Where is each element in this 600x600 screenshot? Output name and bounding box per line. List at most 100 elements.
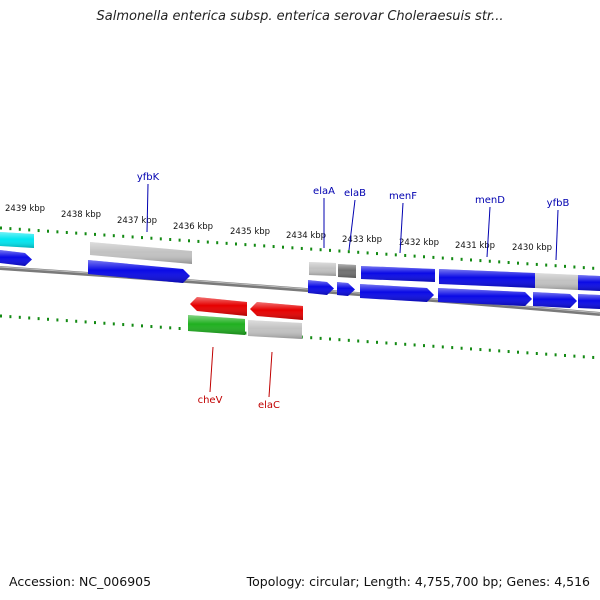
tick-mark [178,327,181,331]
tick-mark [441,256,444,260]
gene-label-elab: elaB [344,188,366,199]
tick-mark [28,228,31,232]
tick-mark [535,262,538,266]
tick-mark [159,237,162,241]
kbp-label: 2436 kbp [173,222,213,232]
gene-block-gray-shade [248,320,302,339]
tick-mark [253,243,256,247]
gene-arrow-forward-shade [88,260,190,283]
gene-block-gray-shade [535,273,578,290]
tick-mark [0,314,2,318]
tick-mark [460,257,463,261]
tick-mark [9,315,12,319]
tick-mark [103,233,106,237]
tick-mark [216,241,219,245]
tick-mark [112,234,115,238]
tick-mark [65,230,68,234]
tick-mark [564,264,566,268]
tick-mark [75,231,78,235]
gene-label-leader [348,199,356,251]
tick-mark [338,338,341,342]
tick-mark [451,346,454,350]
tick-mark [564,353,566,357]
tick-mark [263,244,266,248]
tick-mark [18,315,21,319]
tick-mark [432,344,435,348]
kbp-label: 2437 kbp [117,216,157,226]
tick-mark [225,241,228,245]
tick-mark [498,260,501,264]
tick-mark [582,266,585,270]
backbone-line [0,266,600,316]
tick-mark [141,324,143,328]
tick-mark [413,254,416,258]
tick-mark [376,252,378,256]
tick-mark [357,250,360,254]
tick-mark [131,323,134,327]
tick-mark [37,229,40,233]
kbp-label: 2439 kbp [5,204,45,214]
tick-mark [94,321,96,325]
tick-mark [366,340,369,344]
tick-mark [554,264,557,268]
tick-mark [159,325,162,329]
tick-mark [507,350,510,354]
tick-mark [394,342,397,346]
tick-mark [169,326,172,330]
tick-mark [18,227,21,231]
gene-block-cyan-shade [0,232,34,248]
tick-mark [122,323,125,327]
tick-mark [84,232,87,236]
gene-arrow-forward-shade [578,294,600,309]
tick-mark [56,230,59,234]
tick-mark [282,245,284,249]
kbp-label: 2434 kbp [286,231,326,241]
tick-mark [573,354,576,358]
tick-mark [526,351,529,355]
gene-label-yfbb: yfbB [547,198,570,209]
tick-mark [423,344,425,348]
tick-mark [235,242,237,246]
gene-arrow-forward-shade [308,280,334,295]
tick-mark [460,346,463,350]
gene-label-yfbk: yfbK [137,172,160,183]
tick-mark [150,236,153,240]
gene-label-leader [209,346,214,393]
tick-mark [545,352,548,356]
tick-mark [272,245,275,249]
tick-mark [141,236,143,240]
gene-label-leader [486,206,491,258]
tick-mark [347,250,350,254]
gene-block-gray-shade [309,262,336,276]
gene-label-leader [268,351,273,398]
tick-mark [517,350,519,354]
kbp-label: 2438 kbp [61,210,101,220]
tick-mark [535,352,538,356]
gene-arrow-forward-shade [0,250,32,266]
kbp-label: 2433 kbp [342,235,382,245]
tick-mark [394,253,397,257]
tick-mark [357,339,360,343]
tick-mark [9,227,12,231]
gene-block-mend-shade [439,269,535,288]
tick-mark [197,239,200,243]
tick-mark [526,262,529,266]
kbp-label: 2430 kbp [512,243,552,253]
gene-arrow-forward-shade [438,288,532,306]
tick-mark [188,239,190,243]
gene-features [0,232,600,339]
tick-mark [404,342,407,346]
tick-mark [300,246,303,250]
tick-mark [291,246,294,250]
tick-mark [488,259,491,263]
tick-mark [432,255,435,259]
tick-mark [404,253,407,257]
tick-mark [47,317,49,321]
gene-arrow-chev-shade [190,297,247,316]
map-title: Salmonella enterica subsp. enterica sero… [96,9,504,24]
tick-mark [488,348,491,352]
tick-mark [329,337,331,341]
tick-mark [441,345,444,349]
tick-mark [206,240,209,244]
